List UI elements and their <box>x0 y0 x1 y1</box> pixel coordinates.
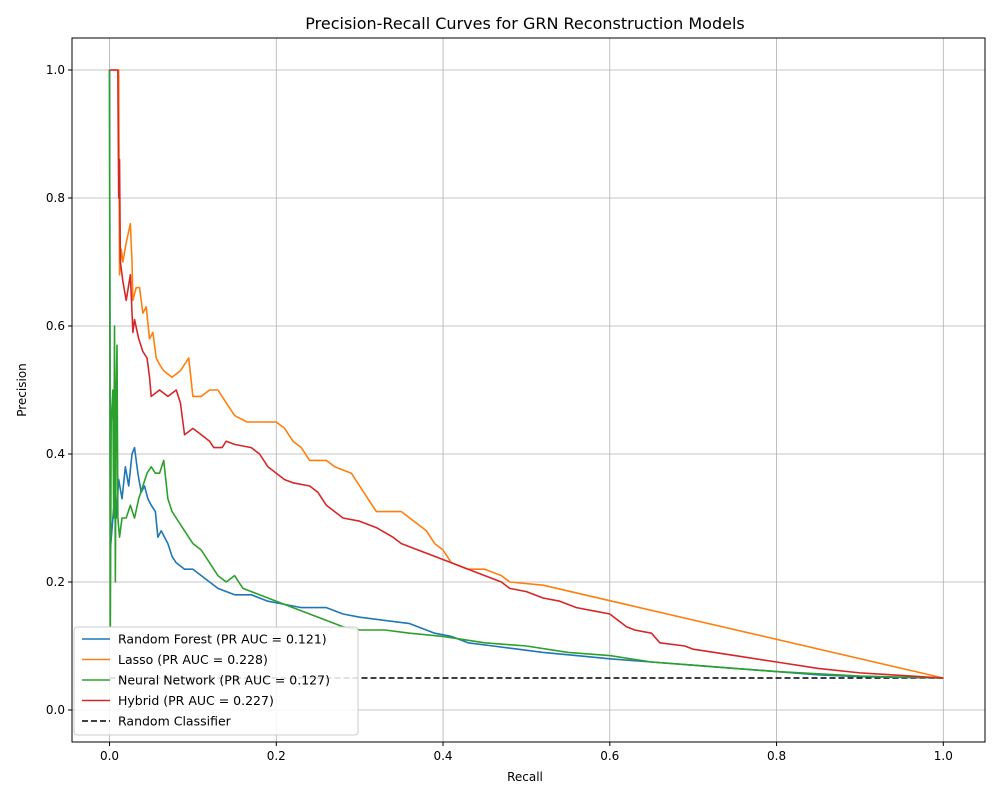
series-layer <box>108 69 944 679</box>
legend: Random Forest (PR AUC = 0.121) Lasso (PR … <box>73 626 359 736</box>
x-tick-label: 0.4 <box>433 749 452 763</box>
chart-title: Precision-Recall Curves for GRN Reconstr… <box>305 14 744 33</box>
plot-frame <box>71 37 986 743</box>
y-tick-label: 0.6 <box>46 319 65 333</box>
legend-entry: Lasso (PR AUC = 0.228) <box>118 652 268 667</box>
legend-entry: Random Forest (PR AUC = 0.121) <box>118 632 327 647</box>
y-tick-label: 0.8 <box>46 191 65 205</box>
x-tick-label: 0.8 <box>767 749 786 763</box>
y-axis-label: Precision <box>15 363 29 417</box>
legend-entry: Neural Network (PR AUC = 0.127) <box>118 673 330 688</box>
y-tick-label: 0.0 <box>46 703 65 717</box>
series-line-2 <box>108 69 944 679</box>
legend-entry: Hybrid (PR AUC = 0.227) <box>118 693 274 708</box>
x-tick-label: 0.0 <box>100 749 119 763</box>
axis-ticks: 0.0 0.2 0.4 0.6 0.8 1.0 0.0 0.2 0.4 0.6 0.8 1.0 <box>46 63 953 763</box>
series-line-1 <box>110 69 944 679</box>
grid-lines <box>72 38 985 742</box>
x-tick-label: 0.6 <box>600 749 619 763</box>
x-tick-label: 0.2 <box>267 749 286 763</box>
series-line-3 <box>109 69 944 679</box>
legend-box <box>73 626 359 736</box>
series-line-0 <box>108 69 944 679</box>
y-tick-label: 0.2 <box>46 575 65 589</box>
x-axis-label: Recall <box>507 770 543 784</box>
legend-entry: Random Classifier <box>118 714 232 729</box>
y-tick-label: 0.4 <box>46 447 65 461</box>
y-tick-label: 1.0 <box>46 63 65 77</box>
x-tick-label: 1.0 <box>934 749 953 763</box>
